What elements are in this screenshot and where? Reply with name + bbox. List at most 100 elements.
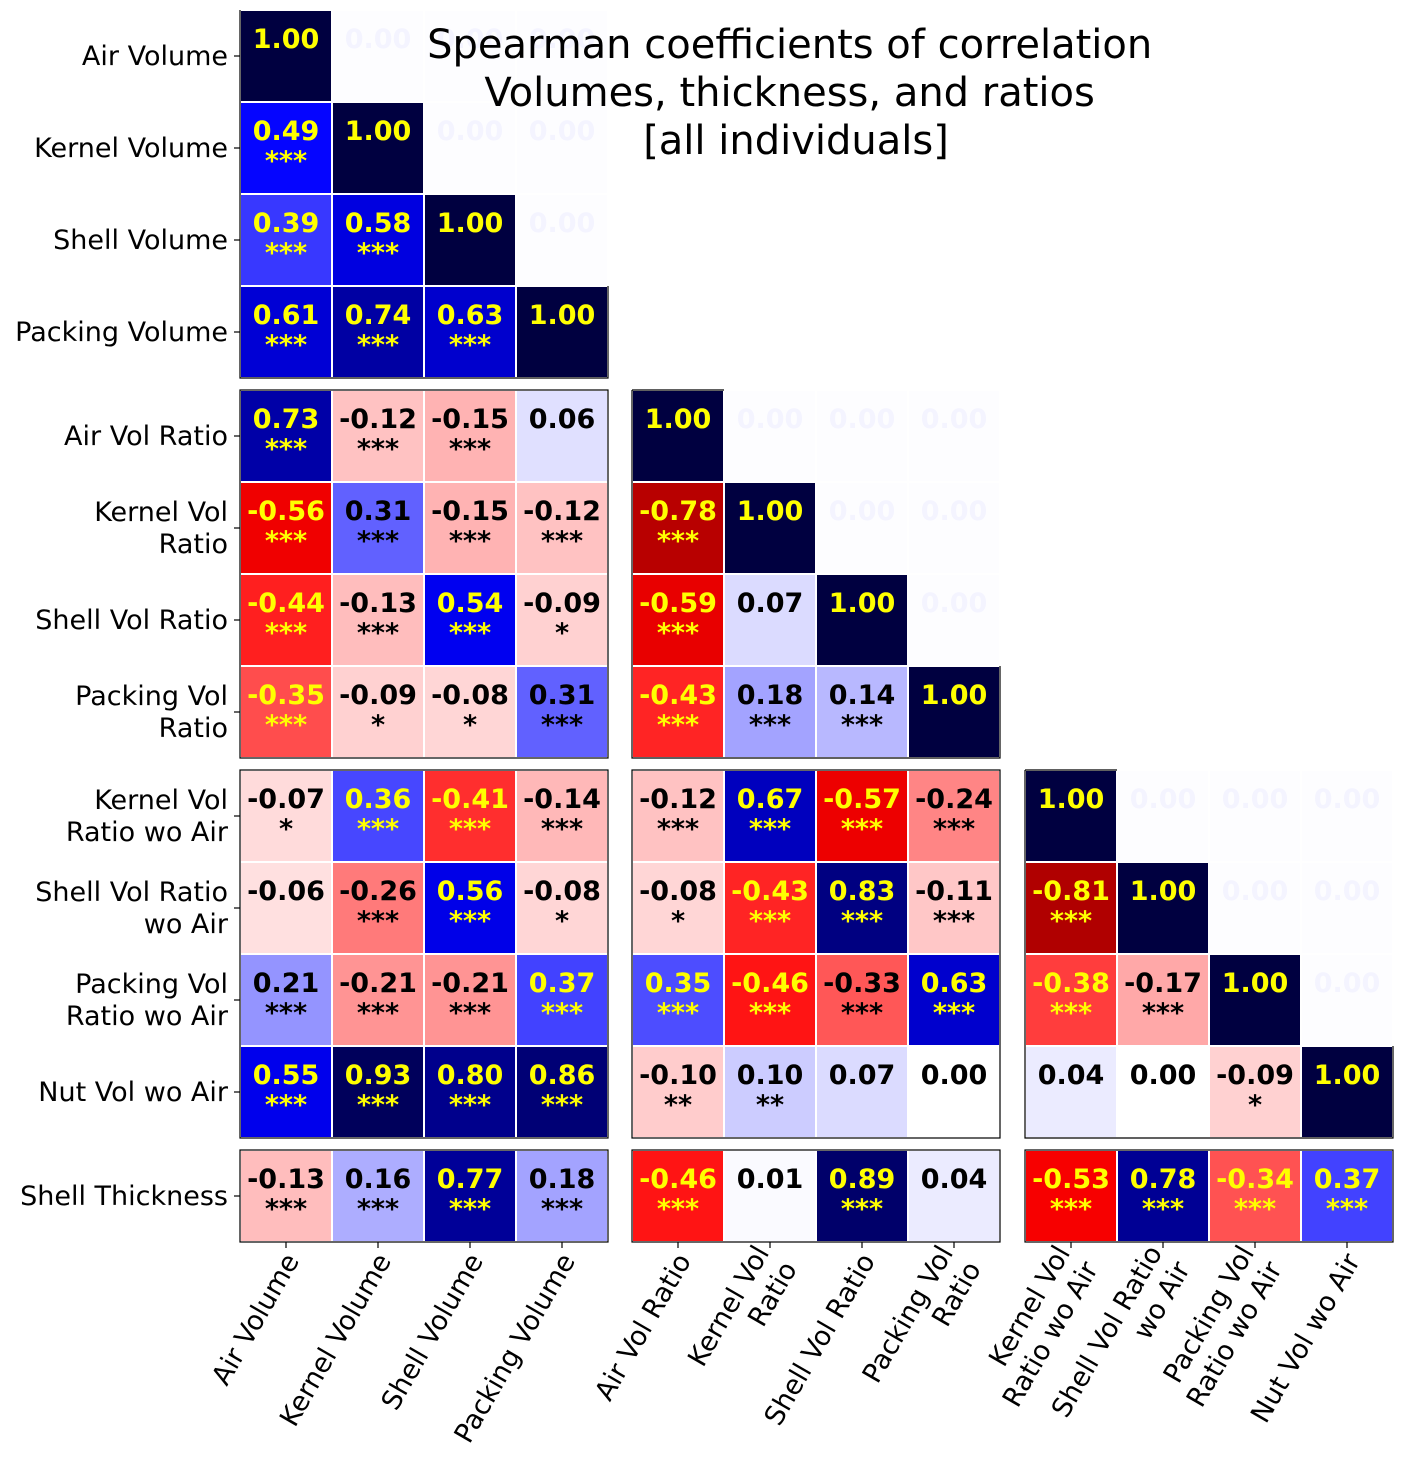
cell-significance-label: *** [841,906,883,937]
heatmap-cell [239,769,333,863]
heatmap-cell [907,861,1001,955]
cell-significance-label: *** [449,998,491,1029]
cell-significance-label: *** [265,618,307,649]
cell-value-label: -0.15 [431,496,509,527]
cell-significance-label: *** [657,710,699,741]
cell-significance-label: *** [1050,906,1092,937]
cell-value-label: -0.14 [523,784,601,815]
heatmap-cell [631,573,725,667]
cell-value-label: 0.77 [437,1164,504,1195]
cell-value-label: 1.00 [1222,968,1289,999]
heatmap-cell-masked [723,389,817,483]
cell-value-label: 0.73 [253,404,320,435]
cell-value-label: -0.17 [1124,968,1202,999]
heatmap-cell [423,1045,517,1139]
cell-value-label: -0.78 [639,496,717,527]
cell-significance-label: *** [657,1194,699,1225]
heatmap-cell [515,1149,609,1243]
masked-cell-label: 0.00 [921,404,988,435]
cell-value-label: 0.63 [921,968,988,999]
cell-value-label: 0.35 [645,968,712,999]
cell-value-label: 0.49 [253,116,320,147]
cell-significance-label: *** [265,710,307,741]
cell-value-label: 0.16 [345,1164,412,1195]
cell-significance-label: *** [1142,1194,1184,1225]
cell-significance-label: *** [449,330,491,361]
heatmap-cell [815,861,909,955]
cell-significance-label: *** [1326,1194,1368,1225]
masked-cell-label: 0.00 [1314,876,1381,907]
panel-frames [239,10,1394,1243]
cell-significance-label: *** [449,906,491,937]
cell-significance-label: *** [541,1090,583,1121]
cell-value-label: -0.08 [639,876,717,907]
heatmap-cell [815,1149,909,1243]
heatmap-cell [631,389,725,483]
cell-significance-label: *** [541,1194,583,1225]
cell-value-label: 0.06 [529,404,596,435]
cell-value-label: 1.00 [529,300,596,331]
cell-significance-label: *** [541,814,583,845]
cell-significance-label: * [371,710,385,741]
cell-value-label: 0.67 [737,784,804,815]
y-tick-label: Air Volume [82,41,228,72]
heatmap-cell [239,1045,333,1139]
cell-significance-label: *** [541,710,583,741]
cell-significance-label: *** [933,906,975,937]
cell-value-label: 0.39 [253,208,320,239]
cell-significance-label: *** [265,998,307,1029]
cell-significance-label: *** [1234,1194,1276,1225]
heatmap-cell [515,1045,609,1139]
heatmap-cell [423,1149,517,1243]
cell-significance-label: *** [449,814,491,845]
cell-significance-label: *** [749,814,791,845]
cell-value-label: -0.08 [523,876,601,907]
cell-value-label: 1.00 [1130,876,1197,907]
heatmap-cell [815,1045,909,1139]
heatmap-cell [331,1149,425,1243]
cell-value-label: 0.58 [345,208,412,239]
cell-value-label: -0.43 [639,680,717,711]
cell-value-label: -0.13 [339,588,417,619]
cell-value-label: 0.54 [437,588,504,619]
heatmap-cell [239,9,333,103]
cell-significance-label: *** [449,618,491,649]
cell-value-label: -0.46 [731,968,809,999]
heatmap-cell [631,1045,725,1139]
cell-significance-label: *** [1050,1194,1092,1225]
cell-value-label: -0.24 [915,784,993,815]
cell-value-label: -0.38 [1032,968,1110,999]
heatmap-cell [1208,953,1302,1047]
cell-value-label: 0.86 [529,1060,596,1091]
masked-cell-label: 0.00 [829,496,896,527]
title-line-3: [all individuals] [643,118,949,164]
cell-value-label: 1.00 [829,588,896,619]
y-tick-label: Kernel Volume [34,133,228,164]
cell-significance-label: *** [749,998,791,1029]
cell-value-label: 0.07 [829,1060,896,1091]
cell-value-label: 0.21 [253,968,320,999]
masked-cell-label: 0.00 [1222,876,1289,907]
heatmap-cell [331,101,425,195]
x-tick-label-group: Air Volume [206,1249,306,1391]
cell-significance-label: *** [265,1090,307,1121]
panel-frame [1024,1149,1394,1243]
heatmap-cell [239,953,333,1047]
cell-value-label: -0.12 [523,496,601,527]
cell-value-label: 0.93 [345,1060,412,1091]
masked-cell-label: 0.00 [529,24,596,55]
cell-significance-label: * [555,906,569,937]
heatmap-cell [331,953,425,1047]
cell-value-label: -0.07 [247,784,325,815]
cell-significance-label: *** [449,1090,491,1121]
cell-value-label: 1.00 [253,24,320,55]
cell-value-label: 0.04 [1038,1060,1105,1091]
y-tick-label: Packing Vol Ratio [75,681,228,744]
cell-value-label: -0.46 [639,1164,717,1195]
cell-significance-label: *** [357,1090,399,1121]
y-tick-label: Shell Thickness [20,1181,228,1212]
heatmap-cell-masked [1208,769,1302,863]
cell-significance-label: * [671,906,685,937]
cell-value-label: -0.15 [431,404,509,435]
cell-significance-label: *** [1050,998,1092,1029]
